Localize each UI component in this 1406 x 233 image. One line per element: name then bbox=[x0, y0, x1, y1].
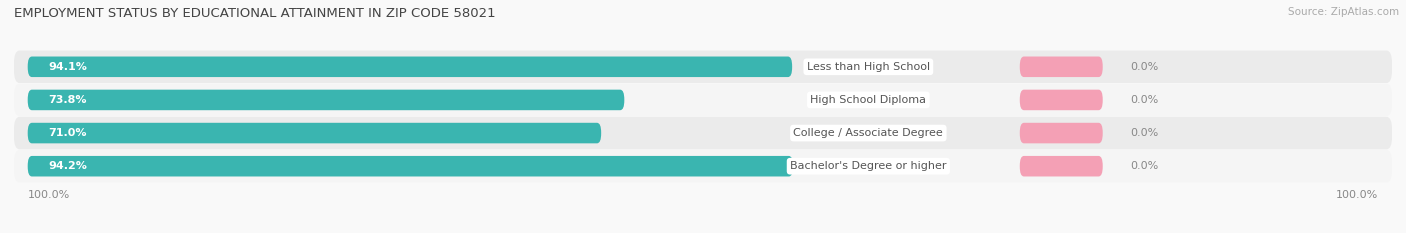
Text: 0.0%: 0.0% bbox=[1130, 128, 1159, 138]
Text: Source: ZipAtlas.com: Source: ZipAtlas.com bbox=[1288, 7, 1399, 17]
FancyBboxPatch shape bbox=[1019, 123, 1102, 143]
Text: 100.0%: 100.0% bbox=[1336, 190, 1378, 200]
FancyBboxPatch shape bbox=[1019, 156, 1102, 176]
Text: Bachelor's Degree or higher: Bachelor's Degree or higher bbox=[790, 161, 946, 171]
Text: College / Associate Degree: College / Associate Degree bbox=[793, 128, 943, 138]
Text: 94.2%: 94.2% bbox=[48, 161, 87, 171]
FancyBboxPatch shape bbox=[28, 57, 792, 77]
FancyBboxPatch shape bbox=[14, 84, 1392, 116]
FancyBboxPatch shape bbox=[1019, 90, 1102, 110]
FancyBboxPatch shape bbox=[28, 123, 602, 143]
FancyBboxPatch shape bbox=[14, 51, 1392, 83]
Text: 100.0%: 100.0% bbox=[28, 190, 70, 200]
Text: 0.0%: 0.0% bbox=[1130, 62, 1159, 72]
Text: EMPLOYMENT STATUS BY EDUCATIONAL ATTAINMENT IN ZIP CODE 58021: EMPLOYMENT STATUS BY EDUCATIONAL ATTAINM… bbox=[14, 7, 496, 20]
Text: High School Diploma: High School Diploma bbox=[810, 95, 927, 105]
FancyBboxPatch shape bbox=[28, 156, 793, 176]
Text: Less than High School: Less than High School bbox=[807, 62, 929, 72]
Text: 71.0%: 71.0% bbox=[48, 128, 87, 138]
FancyBboxPatch shape bbox=[1019, 57, 1102, 77]
FancyBboxPatch shape bbox=[14, 150, 1392, 182]
Text: 94.1%: 94.1% bbox=[48, 62, 87, 72]
Text: 73.8%: 73.8% bbox=[48, 95, 87, 105]
Text: 0.0%: 0.0% bbox=[1130, 161, 1159, 171]
FancyBboxPatch shape bbox=[14, 117, 1392, 149]
FancyBboxPatch shape bbox=[28, 90, 624, 110]
Text: 0.0%: 0.0% bbox=[1130, 95, 1159, 105]
